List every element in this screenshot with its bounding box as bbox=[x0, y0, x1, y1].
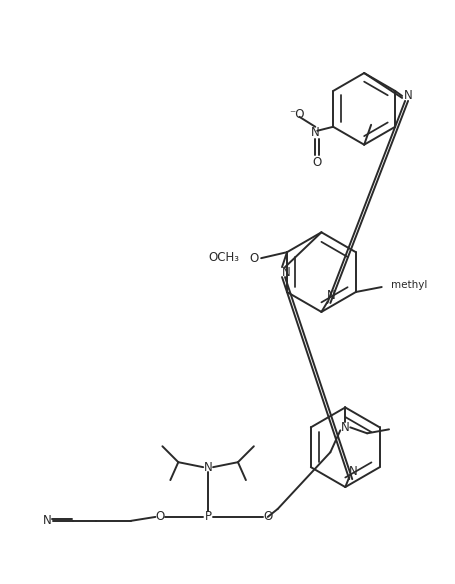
Text: N: N bbox=[310, 126, 319, 139]
Text: O: O bbox=[249, 252, 258, 265]
Text: O: O bbox=[312, 156, 321, 169]
Text: N: N bbox=[43, 515, 51, 527]
Text: O: O bbox=[156, 510, 165, 523]
Text: P: P bbox=[204, 510, 211, 523]
Text: N: N bbox=[281, 266, 290, 279]
Text: N: N bbox=[326, 290, 335, 303]
Text: N: N bbox=[340, 421, 349, 434]
Text: OCH₃: OCH₃ bbox=[208, 251, 239, 263]
Text: N: N bbox=[403, 89, 411, 102]
Text: methyl: methyl bbox=[390, 280, 426, 290]
Text: N: N bbox=[203, 461, 212, 474]
Text: ⁻O: ⁻O bbox=[289, 109, 304, 121]
Text: O: O bbox=[263, 510, 272, 523]
Text: N: N bbox=[348, 465, 357, 478]
